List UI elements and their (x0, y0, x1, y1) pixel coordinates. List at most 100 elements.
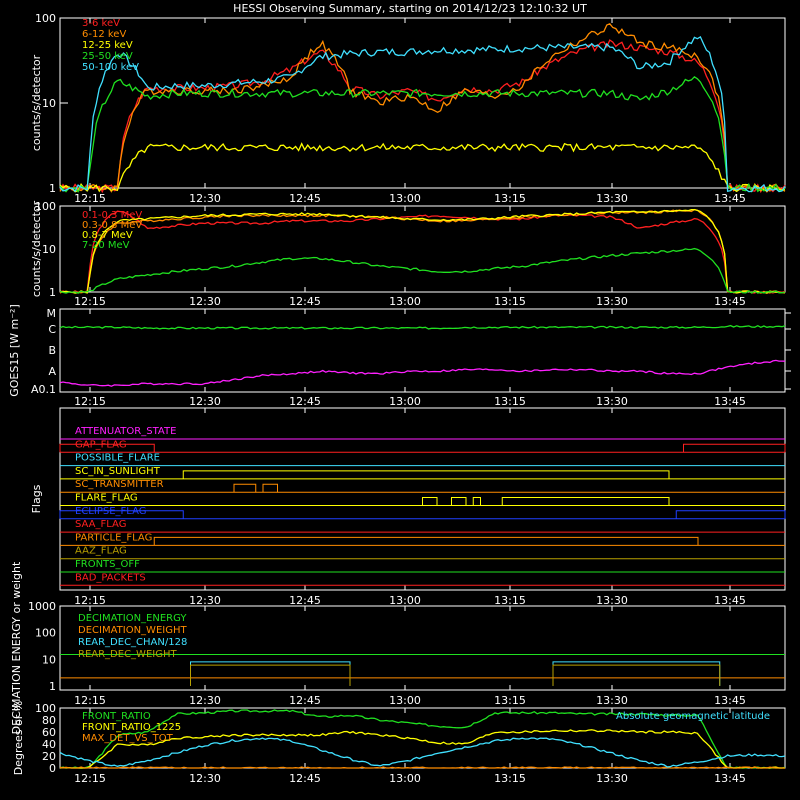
y-axis-label: counts/s/detector (30, 54, 43, 151)
y-axis-label: Flags (30, 484, 43, 513)
flag-segment (501, 497, 670, 506)
x-tick-label: 12:45 (289, 694, 321, 707)
series-short (59, 359, 786, 387)
page-title: HESSI Observing Summary, starting on 201… (233, 2, 587, 15)
x-tick-label: 13:15 (494, 694, 526, 707)
x-tick-label: 13:30 (596, 395, 628, 408)
flag-label: BAD_PACKETS (75, 572, 146, 583)
y-tick-label: 1 (49, 680, 56, 693)
series-7-20-mev (59, 247, 786, 294)
series-absolute-geomagnetic-latitude (59, 737, 786, 768)
series-front-ratio-1225 (59, 729, 785, 769)
x-tick-label: 13:15 (494, 772, 526, 785)
y-axis-label: Degrees or % (12, 701, 25, 775)
series-12-25-kev (59, 142, 786, 193)
legend-entry: FRONT_RATIO_1225 (82, 722, 181, 733)
x-tick-label: 12:15 (74, 594, 106, 607)
x-tick-label: 13:45 (714, 772, 746, 785)
y-tick-label: 1 (49, 182, 56, 195)
y-tick-label: B (48, 344, 56, 357)
series-0-8-7-mev (59, 208, 786, 294)
series-line (190, 664, 351, 686)
x-tick-label: 13:00 (389, 694, 421, 707)
x-tick-label: 13:45 (714, 295, 746, 308)
flag-segment (59, 443, 155, 453)
x-tick-label: 12:30 (189, 192, 221, 205)
flag-segment (472, 497, 481, 506)
y-tick-label: 1000 (28, 600, 56, 613)
x-tick-label: 12:45 (289, 295, 321, 308)
x-tick-label: 13:30 (596, 192, 628, 205)
y-tick-label: 100 (35, 702, 56, 715)
flag-segment (451, 497, 467, 506)
x-tick-label: 13:45 (714, 694, 746, 707)
x-tick-label: 13:00 (389, 772, 421, 785)
y-tick-label: 0 (49, 762, 56, 775)
x-tick-label: 13:00 (389, 395, 421, 408)
x-tick-label: 13:45 (714, 594, 746, 607)
series-0-1-0-3-mev (59, 210, 786, 294)
x-tick-label: 12:45 (289, 192, 321, 205)
y-axis-label: GOES15 [W m⁻²] (8, 304, 21, 397)
y-tick-label: 10 (42, 653, 56, 666)
x-tick-label: 12:30 (189, 594, 221, 607)
y-tick-label: A (48, 365, 56, 378)
flags-panel-frame (59, 407, 786, 591)
goes-panel-frame (59, 308, 786, 393)
x-tick-label: 12:45 (289, 772, 321, 785)
y-tick-label: 60 (42, 726, 56, 739)
x-tick-label: 13:15 (494, 594, 526, 607)
flag-segment (262, 483, 278, 493)
x-tick-label: 12:30 (189, 395, 221, 408)
y-axis-label: counts/s/detector (30, 200, 43, 297)
y-tick-label: 20 (42, 750, 56, 763)
x-tick-label: 12:30 (189, 694, 221, 707)
flag-segment (153, 536, 699, 546)
flag-segment (683, 443, 786, 453)
x-tick-label: 13:45 (714, 192, 746, 205)
legend-entry: REAR_DEC_CHAN/128 (78, 637, 187, 648)
x-tick-label: 12:30 (189, 772, 221, 785)
flag-label: SC_TRANSMITTER (75, 479, 164, 490)
legend-entry: 25-50 keV (82, 51, 133, 62)
x-tick-label: 12:15 (74, 192, 106, 205)
legend-entry: MAX_DET_VS_TOT (82, 733, 174, 744)
y-tick-label: 40 (42, 738, 56, 751)
x-tick-label: 13:00 (389, 295, 421, 308)
legend-entry: 7-20 MeV (82, 240, 130, 251)
decimation-panel-frame (59, 605, 786, 691)
flag-segment (182, 470, 670, 479)
x-tick-label: 12:15 (74, 295, 106, 308)
flag-segment (675, 510, 786, 519)
flag-segment (233, 483, 257, 493)
legend-entry: 50-100 keV (82, 62, 139, 73)
y-tick-label: 100 (35, 12, 56, 25)
x-tick-label: 13:15 (494, 295, 526, 308)
series-3-6-kev (59, 39, 786, 194)
hxr-panel-frame (59, 17, 786, 189)
y-tick-label: M (47, 307, 57, 320)
flag-label: FRONTS_OFF (75, 559, 140, 570)
flag-label: SAA_FLAG (75, 519, 126, 530)
x-tick-label: 13:45 (714, 395, 746, 408)
x-tick-label: 13:30 (596, 772, 628, 785)
y-axis-label: DECIMATION ENERGY or weight (10, 561, 23, 734)
x-tick-label: 12:15 (74, 772, 106, 785)
legend-entry: 0.8-7 MeV (82, 230, 133, 241)
series-long (59, 324, 786, 330)
legend-entry: REAR_DEC_WEIGHT (78, 649, 177, 660)
series-line (552, 664, 721, 686)
legend-entry: FRONT_RATIO (82, 711, 151, 722)
series-25-50-kev (59, 75, 786, 193)
series-front-ratio (59, 709, 786, 769)
x-tick-label: 13:30 (596, 594, 628, 607)
y-tick-label: A0.1 (31, 383, 56, 396)
y-tick-label: 100 (35, 627, 56, 640)
x-tick-label: 12:30 (189, 295, 221, 308)
x-tick-label: 12:45 (289, 395, 321, 408)
x-tick-label: 12:15 (74, 694, 106, 707)
x-tick-label: 13:30 (596, 694, 628, 707)
flag-label: FLARE_FLAG (75, 493, 138, 504)
y-tick-label: 10 (42, 97, 56, 110)
